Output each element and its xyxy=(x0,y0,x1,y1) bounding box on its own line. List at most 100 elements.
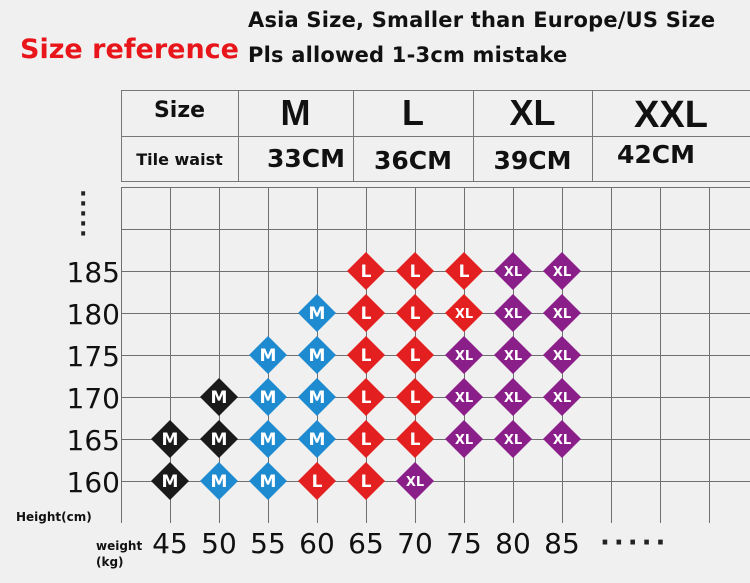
diamond-label: XL xyxy=(406,475,424,490)
diamond-label: M xyxy=(211,472,228,492)
diamond-label: XL xyxy=(553,265,571,280)
height-tick-label: 160 xyxy=(66,466,120,499)
diamond-shape xyxy=(200,462,238,500)
size-table: Size Tile waist M L XL XXL 33CM 36CM 39C… xyxy=(121,90,750,182)
diamond-shape xyxy=(445,378,483,416)
diamond-shape xyxy=(396,252,434,290)
diamond-label: XL xyxy=(504,265,522,280)
height-tick-label: 185 xyxy=(66,256,120,289)
diamond-shape xyxy=(396,420,434,458)
table-line xyxy=(121,136,750,137)
diamond-label: XL xyxy=(553,307,571,322)
table-line xyxy=(592,90,593,182)
height-tick-label: 180 xyxy=(66,298,120,331)
size-diamond-xl: XL xyxy=(445,378,483,416)
diamond-shape xyxy=(543,420,581,458)
table-line xyxy=(238,90,239,182)
diamond-label: XL xyxy=(553,433,571,448)
weight-tick-label: 85 xyxy=(544,527,580,560)
diamond-label: XL xyxy=(455,349,473,364)
diamond-shape xyxy=(347,462,385,500)
size-diamond-xl: XL xyxy=(543,420,581,458)
diamond-shape xyxy=(445,336,483,374)
diamond-label: L xyxy=(459,262,470,282)
asia-size-note: Asia Size, Smaller than Europe/US Size xyxy=(248,8,716,32)
size-xl-header: XL xyxy=(509,92,556,133)
diamond-shape xyxy=(543,336,581,374)
size-diamond-l: L xyxy=(445,252,483,290)
diamond-label: XL xyxy=(504,433,522,448)
diamond-shape xyxy=(298,378,336,416)
weight-tick-label: 70 xyxy=(397,527,433,560)
size-chart-grid: M M M L L XL M M M M L L XL XL XL M M M L L XL XL XL M M L L XL XL XL… xyxy=(121,187,750,523)
diamond-shape xyxy=(249,336,287,374)
diamond-label: M xyxy=(309,304,326,324)
table-line xyxy=(121,181,750,182)
diamond-shape xyxy=(200,420,238,458)
diamond-label: L xyxy=(361,304,372,324)
diamond-shape xyxy=(298,462,336,500)
waist-row-label: Tile waist xyxy=(136,150,223,169)
size-diamond-l: L xyxy=(298,462,336,500)
diamond-label: L xyxy=(361,430,372,450)
diamond-shape xyxy=(249,462,287,500)
size-l-header: L xyxy=(402,92,424,133)
diamond-shape xyxy=(543,378,581,416)
diamond-label: M xyxy=(162,430,179,450)
diamond-label: XL xyxy=(504,307,522,322)
diamond-shape xyxy=(445,294,483,332)
diamond-label: XL xyxy=(455,433,473,448)
vertical-ellipsis: · · · · · xyxy=(79,182,88,247)
size-diamond-m: M xyxy=(200,420,238,458)
diamond-shape xyxy=(249,420,287,458)
size-diamond-m: M xyxy=(249,420,287,458)
size-diamond-m: M xyxy=(200,378,238,416)
diamond-label: L xyxy=(410,262,421,282)
weight-tick-label: 80 xyxy=(495,527,531,560)
diamond-label: M xyxy=(260,430,277,450)
size-diamond-m: M xyxy=(249,462,287,500)
size-diamond-m: M xyxy=(151,462,189,500)
size-diamond-m: M xyxy=(249,336,287,374)
size-diamond-l: L xyxy=(347,294,385,332)
size-diamond-xl: XL xyxy=(494,336,532,374)
diamond-label: L xyxy=(361,472,372,492)
weight-tick-label: 65 xyxy=(348,527,384,560)
diamond-label: L xyxy=(361,388,372,408)
size-diamond-l: L xyxy=(347,378,385,416)
table-line xyxy=(353,90,354,182)
height-tick-label: 175 xyxy=(66,340,120,373)
weight-tick-label: 60 xyxy=(299,527,335,560)
size-diamond-l: L xyxy=(396,252,434,290)
diamond-label: XL xyxy=(455,391,473,406)
diamond-shape xyxy=(494,252,532,290)
size-diamond-m: M xyxy=(249,378,287,416)
weight-tick-label: 45 xyxy=(152,527,188,560)
diamond-label: M xyxy=(211,388,228,408)
size-diamond-l: L xyxy=(347,462,385,500)
diamond-shape xyxy=(200,378,238,416)
size-diamond-xl: XL xyxy=(543,378,581,416)
diamond-label: L xyxy=(361,262,372,282)
weight-axis-label: weight (kg) xyxy=(96,538,142,570)
diamond-label: M xyxy=(309,430,326,450)
weight-axis-label-line2: (kg) xyxy=(96,555,124,569)
diamond-shape xyxy=(445,252,483,290)
diamond-shape xyxy=(151,462,189,500)
diamond-label: L xyxy=(410,304,421,324)
diamond-label: L xyxy=(410,388,421,408)
diamond-label: M xyxy=(309,388,326,408)
diamond-shape xyxy=(151,420,189,458)
size-diamond-m: M xyxy=(298,420,336,458)
horizontal-ellipsis: ····· xyxy=(600,528,670,558)
waist-xxl-value: 42CM xyxy=(616,140,695,169)
height-axis-label: Height(cm) xyxy=(16,510,92,524)
table-line xyxy=(121,90,750,91)
weight-tick-label: 55 xyxy=(250,527,286,560)
diamond-label: M xyxy=(309,346,326,366)
diamond-shape xyxy=(396,462,434,500)
size-diamond-l: L xyxy=(347,252,385,290)
diamond-label: M xyxy=(260,388,277,408)
diamond-label: L xyxy=(410,430,421,450)
size-diamond-m: M xyxy=(151,420,189,458)
